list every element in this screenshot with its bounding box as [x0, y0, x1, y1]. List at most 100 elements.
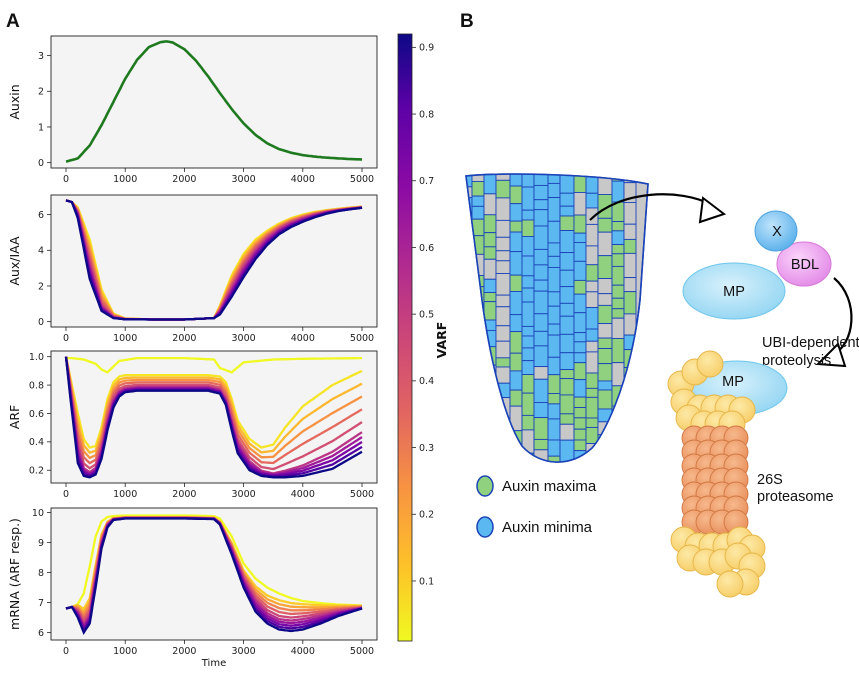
auxin-curve: [65, 40, 362, 163]
root-cell: [533, 345, 549, 368]
root-cell: [521, 335, 535, 349]
xtick-label-aux-iaa-0: 0: [63, 333, 69, 344]
root-cell: [623, 252, 637, 279]
root-cell: [547, 356, 561, 376]
root-cell: [466, 329, 473, 343]
xtick-label-auxin-1: 1000: [113, 174, 137, 185]
root-cell: [559, 394, 575, 415]
root-cell: [471, 181, 485, 197]
root-cell: [573, 428, 587, 441]
root-cell: [466, 400, 473, 418]
root-cell: [585, 396, 599, 419]
root-cell: [597, 217, 613, 233]
root-cell: [573, 332, 587, 343]
root-cell: [533, 209, 549, 227]
root-cell: [483, 278, 497, 293]
root-cell: [573, 260, 587, 281]
xtick-label-mrna-4: 4000: [291, 646, 315, 657]
root-cell: [466, 275, 473, 293]
colorbar-tick-label-5: 0.6: [419, 243, 434, 254]
root-cell: [623, 223, 637, 240]
xtick-label-aux-iaa-1: 1000: [113, 333, 137, 344]
root-cell: [495, 306, 511, 327]
proteasome-text-2: proteasome: [757, 489, 834, 505]
ylabel-aux-iaa: Aux/IAA: [7, 236, 22, 286]
root-cell: [559, 302, 575, 317]
root-cell: [509, 449, 523, 463]
root-cell: [509, 370, 523, 391]
root-cell: [521, 360, 535, 375]
root-cell: [597, 304, 613, 325]
proteolysis-text-1: UBI-dependent: [762, 335, 859, 351]
root-cell: [585, 174, 599, 194]
ytick-label-auxin-3: 3: [38, 51, 44, 62]
root-cell: [597, 278, 613, 295]
root-cell: [521, 174, 535, 188]
xtick-label-aux-iaa-3: 3000: [232, 333, 256, 344]
root-cell: [573, 362, 587, 381]
subplot-arf: 0.2 0.4 0.6 0.8 1.0 0 1000 2000 3000 4000 5000 ARF: [7, 350, 378, 500]
root-cell: [559, 378, 575, 396]
root-cell: [547, 334, 561, 358]
root-cell: [573, 242, 587, 262]
root-cell: [533, 330, 549, 347]
root-cell: [623, 291, 637, 315]
ytick-label-aux-iaa-0: 0: [38, 317, 44, 328]
root-cell: [495, 430, 511, 443]
root-cell: [585, 192, 599, 209]
root-cell: [495, 174, 511, 181]
root-cell: [471, 452, 485, 463]
root-cell: [547, 291, 561, 307]
root-cell: [611, 221, 625, 232]
root-cell: [533, 417, 549, 440]
colorbar-ticks: 0.1 0.2 0.3 0.4 0.5 0.6 0.7 0.8 0.9: [412, 43, 434, 587]
xtick-label-auxin-5: 5000: [350, 174, 374, 185]
legend-label-minima: Auxin minima: [502, 519, 593, 536]
root-cell: [547, 455, 561, 463]
root-cell: [533, 199, 549, 211]
ytick-label-mrna-2: 8: [38, 568, 44, 579]
colorbar-tick-label-4: 0.5: [419, 309, 434, 320]
root-cell: [573, 407, 587, 419]
root-cell: [466, 292, 473, 313]
arrow-to-complex: [589, 193, 727, 224]
x-axis-label: Time: [201, 658, 226, 669]
root-cell: [623, 385, 637, 408]
bdl-label: BDL: [791, 257, 819, 273]
root-cell: [573, 439, 587, 452]
root-cell: [466, 223, 473, 243]
root-cell: [573, 312, 587, 334]
root-cell: [521, 301, 535, 327]
ytick-label-mrna-1: 7: [38, 598, 44, 609]
colorbar-label: VARF: [434, 322, 449, 359]
root-cell: [521, 209, 535, 221]
root-cell: [623, 459, 637, 463]
x-label: X: [772, 224, 782, 240]
curves-auxin: [65, 40, 362, 163]
root-border: [465, 173, 649, 463]
ylabel-auxin: Auxin: [7, 84, 22, 119]
root-cell: [495, 219, 511, 238]
root-cell: [597, 348, 613, 365]
proteasome-subunits: [667, 350, 766, 598]
root-cell: [495, 451, 511, 463]
root-cell: [623, 407, 637, 431]
xtick-label-aux-iaa-5: 5000: [350, 333, 374, 344]
root-cell: [483, 193, 497, 216]
root-cell: [611, 297, 625, 310]
xtick-label-mrna-2: 2000: [172, 646, 196, 657]
ytick-label-auxin-2: 2: [38, 87, 44, 98]
root-cell: [559, 215, 575, 231]
legend-label-maxima: Auxin maxima: [502, 478, 597, 495]
root-cell: [573, 232, 587, 243]
root-cell: [585, 351, 599, 374]
root-cell: [471, 388, 485, 406]
root-cell: [559, 192, 575, 207]
root-cell: [573, 396, 587, 408]
root-cell: [509, 203, 523, 222]
root-cell: [597, 408, 613, 423]
root-cell: [509, 185, 523, 205]
xtick-label-arf-0: 0: [63, 489, 69, 500]
root-cell: [559, 205, 575, 217]
root-cell: [521, 186, 535, 211]
